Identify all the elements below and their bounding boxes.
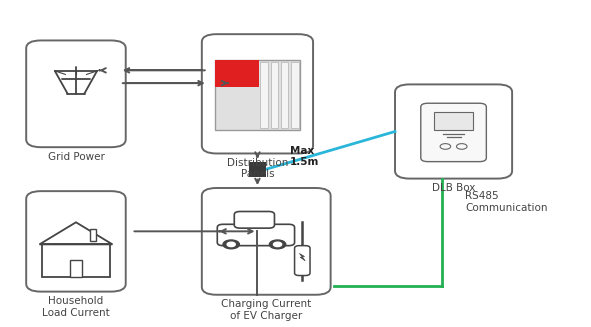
FancyBboxPatch shape	[294, 246, 310, 276]
FancyBboxPatch shape	[70, 260, 82, 277]
Circle shape	[274, 242, 282, 247]
FancyBboxPatch shape	[291, 62, 298, 129]
Text: Charging Current
of EV Charger: Charging Current of EV Charger	[221, 299, 311, 321]
FancyBboxPatch shape	[261, 62, 268, 129]
FancyBboxPatch shape	[202, 188, 330, 295]
FancyBboxPatch shape	[249, 162, 266, 177]
FancyBboxPatch shape	[90, 229, 96, 241]
Polygon shape	[300, 253, 305, 261]
Text: DLB Box: DLB Box	[432, 183, 475, 193]
FancyBboxPatch shape	[421, 103, 486, 162]
FancyBboxPatch shape	[42, 244, 110, 277]
FancyBboxPatch shape	[395, 84, 512, 179]
Text: Grid Power: Grid Power	[47, 152, 105, 162]
FancyBboxPatch shape	[215, 60, 300, 129]
FancyBboxPatch shape	[215, 60, 259, 87]
FancyBboxPatch shape	[234, 212, 274, 228]
FancyBboxPatch shape	[26, 41, 126, 147]
FancyBboxPatch shape	[26, 191, 126, 292]
Text: RS485
Communication: RS485 Communication	[465, 191, 548, 213]
Circle shape	[269, 240, 286, 249]
Text: Max
1.5m: Max 1.5m	[290, 146, 319, 167]
FancyBboxPatch shape	[271, 62, 278, 129]
Text: Household
Load Current: Household Load Current	[42, 296, 110, 318]
FancyBboxPatch shape	[281, 62, 288, 129]
Circle shape	[223, 240, 239, 249]
FancyBboxPatch shape	[202, 34, 313, 153]
FancyBboxPatch shape	[217, 224, 294, 246]
Text: Distribution
Panels: Distribution Panels	[227, 158, 288, 180]
FancyBboxPatch shape	[434, 112, 473, 129]
Circle shape	[227, 242, 235, 247]
